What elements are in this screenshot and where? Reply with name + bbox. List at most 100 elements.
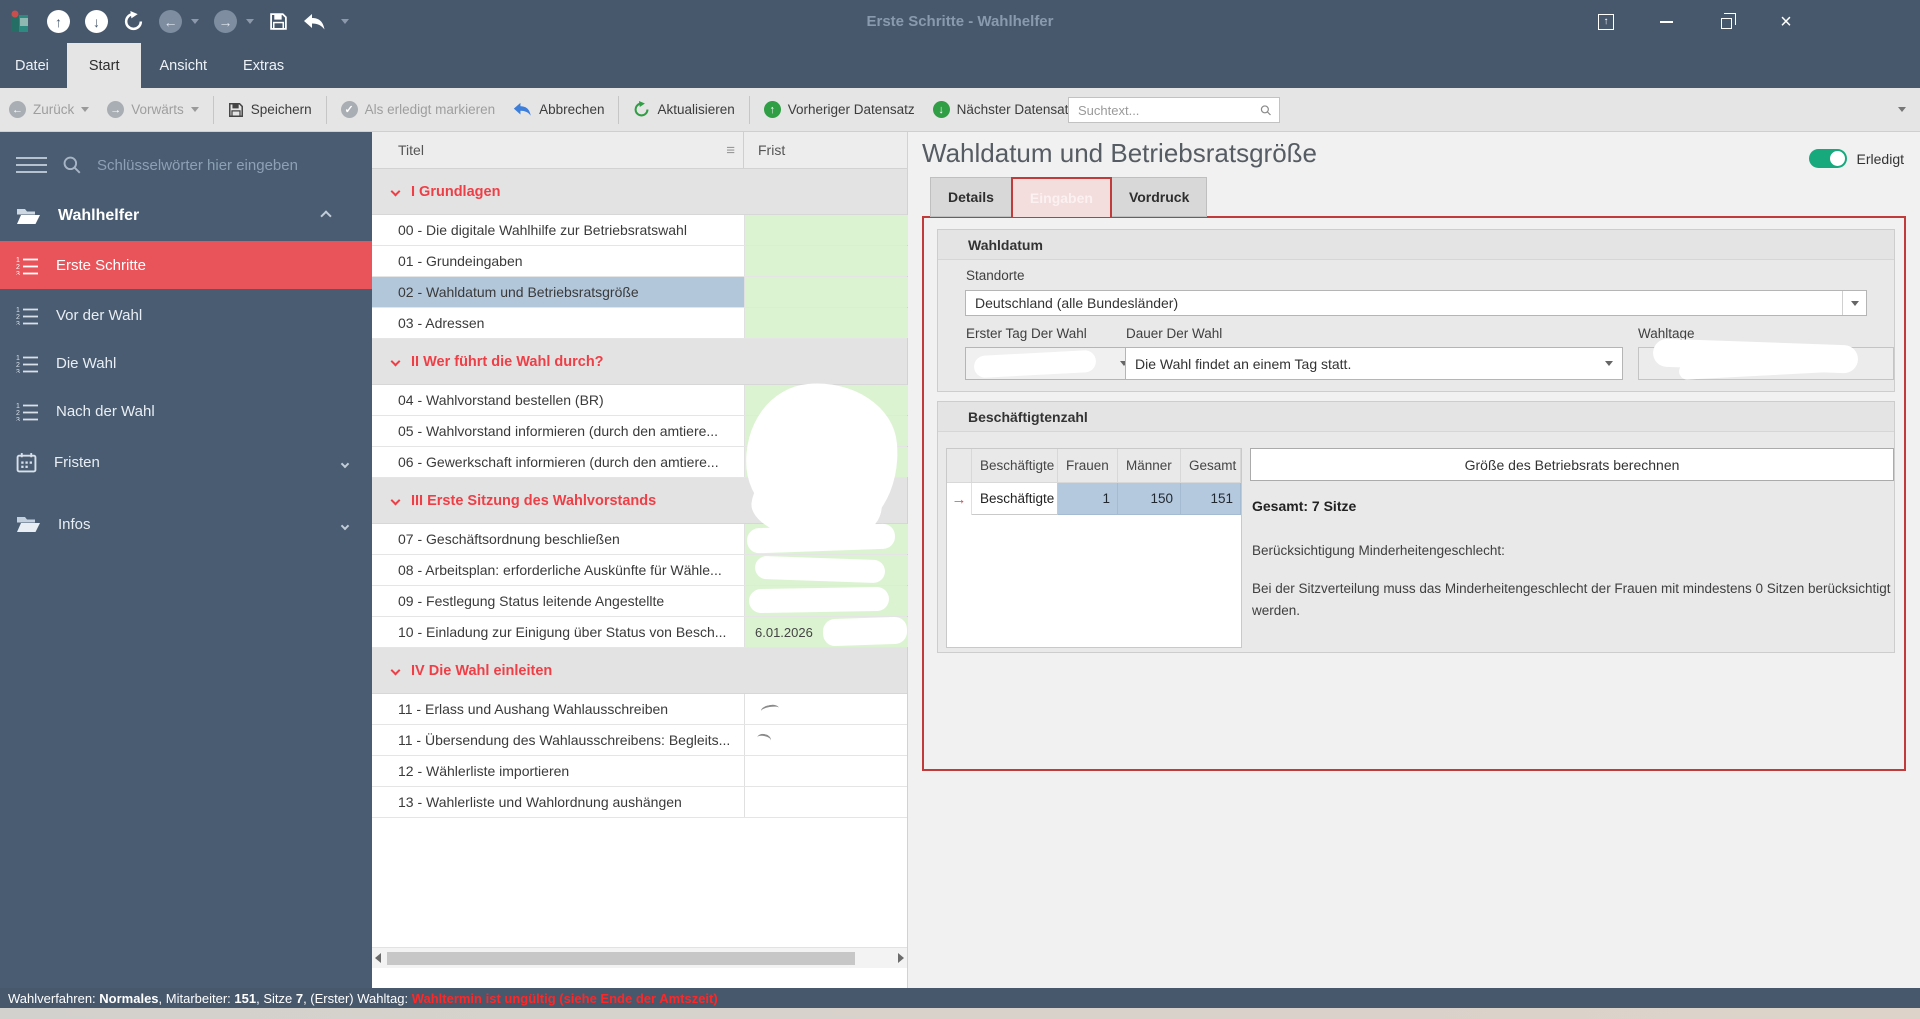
tab-datei[interactable]: Datei xyxy=(15,57,49,74)
tab-extras[interactable]: Extras xyxy=(243,57,285,74)
save-button[interactable]: Speichern xyxy=(219,88,321,131)
refresh-icon[interactable] xyxy=(123,11,144,32)
wahltage-field[interactable] xyxy=(1638,338,1894,380)
toolbar-separator xyxy=(325,95,327,124)
prev-record-button[interactable]: ↑ Vorheriger Datensatz xyxy=(755,88,924,131)
cancel-button[interactable]: Abbrechen xyxy=(504,88,613,131)
sidebar-item-label: Nach der Wahl xyxy=(56,402,155,420)
scroll-left-icon[interactable] xyxy=(375,953,381,963)
close-icon[interactable]: × xyxy=(1780,10,1792,33)
list-item-row[interactable]: 11 - Übersendung des Wahlausschreibens: … xyxy=(372,725,907,756)
calculate-size-button[interactable]: Größe des Betriebsrats berechnen xyxy=(1250,448,1894,481)
list-item-row[interactable]: 12 - Wählerliste importieren xyxy=(372,756,907,787)
col-maenner[interactable]: Männer xyxy=(1118,449,1181,483)
sidebar-item-label: Vor der Wahl xyxy=(56,306,143,324)
list-item-row[interactable]: 10 - Einladung zur Einigung über Status … xyxy=(372,616,908,648)
status-wahlverfahren: Normales xyxy=(99,990,159,1006)
list-group-row[interactable]: IV Die Wahl einleiten xyxy=(372,648,907,694)
column-header-frist[interactable]: Frist xyxy=(758,142,786,158)
hamburger-menu-icon[interactable] xyxy=(16,157,47,173)
erledigt-toggle[interactable] xyxy=(1808,149,1847,168)
col-frauen[interactable]: Frauen xyxy=(1058,449,1118,483)
chevron-up-icon[interactable] xyxy=(320,207,332,225)
svg-text:2: 2 xyxy=(16,362,20,369)
sidebar-item-erste-schritte[interactable]: 1 2 3 Erste Schritte xyxy=(0,241,372,289)
redaction-fragment xyxy=(760,703,780,716)
standorte-dropdown[interactable]: Deutschland (alle Bundesländer) xyxy=(965,290,1867,316)
tab-eingaben[interactable]: Eingaben xyxy=(1010,177,1112,217)
list-item-row[interactable]: 11 - Erlass und Aushang Wahlausschreiben xyxy=(372,694,907,725)
table-row[interactable]: → Beschäftigte 1 150 151 xyxy=(947,483,1241,515)
list-item-row[interactable]: 01 - Grundeingaben xyxy=(372,246,908,277)
tab-start[interactable]: Start xyxy=(66,43,142,88)
redaction-fragment xyxy=(756,732,772,746)
list-item-row[interactable]: 08 - Arbeitsplan: erforderliche Auskünft… xyxy=(372,555,908,586)
status-label: , (Erster) Wahltag: xyxy=(303,990,412,1006)
toolbar-search-input[interactable] xyxy=(1069,102,1260,118)
chevron-down-icon xyxy=(390,495,401,506)
list-item-row-selected[interactable]: 02 - Wahldatum und Betriebsratsgröße xyxy=(372,277,908,308)
previous-record-icon[interactable]: ↑ xyxy=(47,10,70,33)
column-header-titel[interactable]: Titel ≡ xyxy=(372,132,744,168)
toolbar-separator xyxy=(748,95,750,124)
erster-tag-dropdown[interactable] xyxy=(965,347,1138,380)
list-group-row[interactable]: I Grundlagen xyxy=(372,169,907,215)
sort-icon[interactable]: ≡ xyxy=(726,141,735,159)
back-icon[interactable]: ← xyxy=(159,10,182,33)
chevron-down-icon[interactable] xyxy=(340,516,350,533)
search-icon xyxy=(1260,104,1271,115)
cell-maenner[interactable]: 150 xyxy=(1118,483,1181,515)
sidebar-item-label: Erste Schritte xyxy=(56,256,147,274)
scroll-right-icon[interactable] xyxy=(898,953,904,963)
redaction-scribble xyxy=(822,616,908,647)
sidebar-item-nach-der-wahl[interactable]: 1 2 3 Nach der Wahl xyxy=(0,387,372,435)
list-item-row[interactable]: 03 - Adressen xyxy=(372,308,908,339)
chevron-down-icon[interactable] xyxy=(340,454,350,471)
horizontal-scrollbar[interactable] xyxy=(372,947,907,968)
next-record-button[interactable]: ↓ Nächster Datensatz xyxy=(924,88,1085,131)
cell-beschaeftigte[interactable]: Beschäftigte xyxy=(972,483,1058,515)
back-button[interactable]: ← Zurück xyxy=(0,88,98,131)
next-record-icon[interactable]: ↓ xyxy=(85,10,108,33)
toolbar-separator xyxy=(618,95,620,124)
refresh-arrows-icon xyxy=(635,101,649,117)
scrollbar-thumb[interactable] xyxy=(387,951,855,965)
sidebar-item-die-wahl[interactable]: 1 2 3 Die Wahl xyxy=(0,339,372,387)
sidebar-search-input[interactable] xyxy=(97,156,332,174)
forward-icon[interactable]: → xyxy=(214,10,237,33)
ribbon-expand-icon[interactable]: ↑ xyxy=(1596,12,1616,32)
restore-icon[interactable] xyxy=(1716,12,1736,32)
svg-text:1: 1 xyxy=(16,307,20,314)
list-group-row[interactable]: II Wer führt die Wahl durch? xyxy=(372,339,907,385)
col-beschaeftigte[interactable]: Beschäftigte xyxy=(972,449,1058,483)
tab-ansicht[interactable]: Ansicht xyxy=(159,57,208,74)
sidebar-item-vor-der-wahl[interactable]: 1 2 3 Vor der Wahl xyxy=(0,291,372,339)
cell-gesamt[interactable]: 151 xyxy=(1181,483,1241,515)
forward-dropdown-icon[interactable] xyxy=(246,19,254,24)
toolbar-collapse-icon[interactable] xyxy=(1898,107,1906,112)
toolbar-search-box[interactable] xyxy=(1068,97,1280,123)
sidebar-item-infos[interactable]: Infos xyxy=(0,500,372,548)
forward-button[interactable]: → Vorwärts xyxy=(98,88,208,131)
undo-icon[interactable] xyxy=(303,13,326,31)
sidebar-item-label: Fristen xyxy=(54,453,100,471)
tab-details[interactable]: Details xyxy=(930,177,1012,217)
tab-vordruck[interactable]: Vordruck xyxy=(1110,177,1208,217)
refresh-button[interactable]: Aktualisieren xyxy=(624,88,743,131)
svg-text:1: 1 xyxy=(16,355,20,362)
cell-frauen[interactable]: 1 xyxy=(1058,483,1118,515)
back-dropdown-icon[interactable] xyxy=(191,19,199,24)
dropdown-caret-icon[interactable] xyxy=(1842,291,1866,315)
minimize-icon[interactable] xyxy=(1656,12,1676,32)
sidebar-section-wahlhelfer[interactable]: Wahlhelfer xyxy=(16,196,356,236)
sidebar-item-fristen[interactable]: Fristen xyxy=(0,438,372,486)
list-item-row[interactable]: 13 - Wahlerliste und Wahlordnung aushäng… xyxy=(372,787,907,818)
save-icon[interactable] xyxy=(269,12,288,31)
list-item-row[interactable]: 00 - Die digitale Wahlhilfe zur Betriebs… xyxy=(372,215,908,246)
title-bar: ↑ ↓ ← → xyxy=(0,0,1920,43)
col-gesamt[interactable]: Gesamt xyxy=(1181,449,1241,483)
list-item-row[interactable]: 09 - Festlegung Status leitende Angestel… xyxy=(372,586,908,617)
dauer-dropdown[interactable]: Die Wahl findet an einem Tag statt. xyxy=(1125,347,1623,380)
mark-done-button[interactable]: ✓ Als erledigt markieren xyxy=(332,88,505,131)
qat-dropdown-icon[interactable] xyxy=(341,19,349,24)
